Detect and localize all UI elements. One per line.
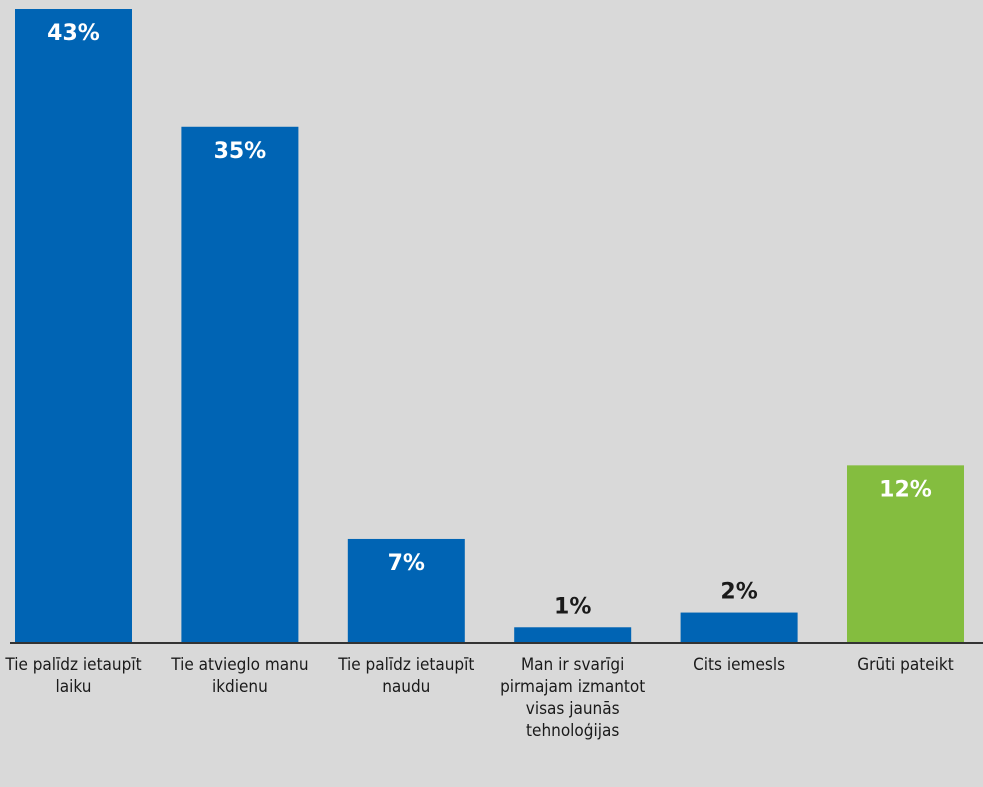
data-label: 2% — [720, 580, 757, 605]
category-label: Man ir svarīgi pirmajam izmantot visas j… — [493, 654, 653, 742]
data-label: 1% — [554, 594, 591, 619]
data-label: 12% — [879, 477, 932, 502]
data-label: 7% — [388, 551, 425, 576]
category-label: Cits iemesls — [659, 654, 819, 676]
data-label: 43% — [47, 21, 100, 46]
bar — [681, 613, 798, 642]
bar — [15, 9, 132, 642]
category-label: Grūti pateikt — [826, 654, 983, 676]
data-label: 35% — [214, 139, 267, 164]
bar — [514, 627, 631, 642]
bar — [181, 127, 298, 642]
category-label: Tie palīdz ietaupīt laiku — [0, 654, 154, 698]
category-label: Tie palīdz ietaupīt naudu — [326, 654, 486, 698]
category-label: Tie atvieglo manu ikdienu — [160, 654, 320, 698]
